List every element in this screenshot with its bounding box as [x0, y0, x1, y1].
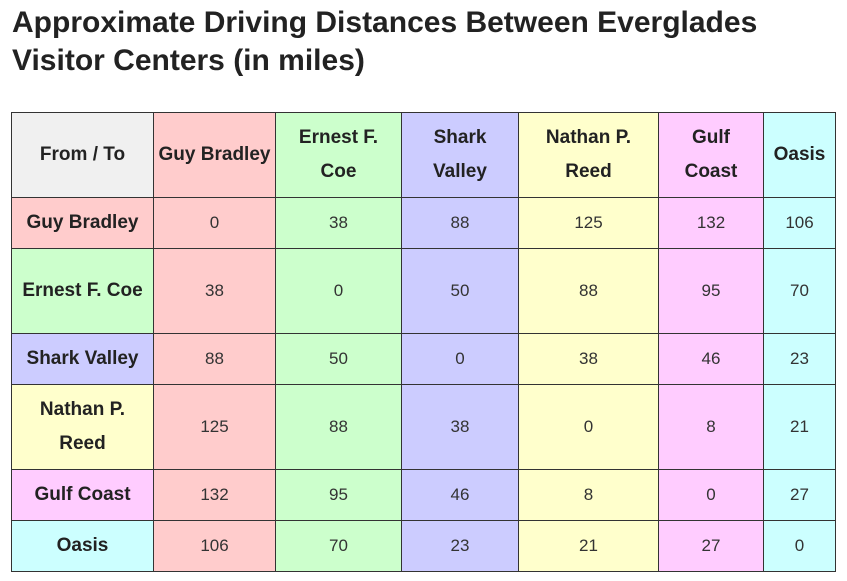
table-row: Guy Bradley 0 38 88 125 132 106 — [11, 197, 836, 249]
table-cell: 95 — [275, 469, 402, 521]
table-cell: 8 — [658, 384, 764, 470]
table-cell: 70 — [763, 248, 836, 334]
column-header: Nathan P. Reed — [518, 112, 659, 198]
distance-table: From / To Guy Bradley Ernest F. Coe Shar… — [11, 112, 836, 572]
table-cell: 0 — [275, 248, 402, 334]
table-cell: 38 — [518, 333, 659, 385]
table-cell: 106 — [763, 197, 836, 249]
column-header: Oasis — [763, 112, 836, 198]
table-cell: 95 — [658, 248, 764, 334]
table-cell: 23 — [401, 520, 519, 572]
table-cell: 38 — [275, 197, 402, 249]
table-cell: 21 — [763, 384, 836, 470]
table-cell: 23 — [763, 333, 836, 385]
table-cell: 0 — [401, 333, 519, 385]
table-cell: 38 — [401, 384, 519, 470]
row-header: Guy Bradley — [11, 197, 154, 249]
row-header: Ernest F. Coe — [11, 248, 154, 334]
table-cell: 125 — [518, 197, 659, 249]
row-header: Oasis — [11, 520, 154, 572]
table-cell: 0 — [763, 520, 836, 572]
table-cell: 50 — [275, 333, 402, 385]
table-cell: 0 — [658, 469, 764, 521]
table-cell: 70 — [275, 520, 402, 572]
table-cell: 38 — [153, 248, 276, 334]
column-header: Guy Bradley — [153, 112, 276, 198]
table-cell: 88 — [153, 333, 276, 385]
table-cell: 8 — [518, 469, 659, 521]
table-cell: 50 — [401, 248, 519, 334]
row-header: Nathan P. Reed — [11, 384, 154, 470]
row-header: Shark Valley — [11, 333, 154, 385]
table-cell: 0 — [518, 384, 659, 470]
table-cell: 132 — [658, 197, 764, 249]
table-cell: 106 — [153, 520, 276, 572]
table-cell: 125 — [153, 384, 276, 470]
table-cell: 88 — [275, 384, 402, 470]
column-header: Ernest F. Coe — [275, 112, 402, 198]
table-cell: 0 — [153, 197, 276, 249]
column-header: Gulf Coast — [658, 112, 764, 198]
table-row: Nathan P. Reed 125 88 38 0 8 21 — [11, 384, 836, 470]
table-row: Oasis 106 70 23 21 27 0 — [11, 520, 836, 572]
table-row: Shark Valley 88 50 0 38 46 23 — [11, 333, 836, 385]
table-cell: 21 — [518, 520, 659, 572]
table-cell: 132 — [153, 469, 276, 521]
table-row: Gulf Coast 132 95 46 8 0 27 — [11, 469, 836, 521]
table-cell: 27 — [763, 469, 836, 521]
table-cell: 88 — [518, 248, 659, 334]
table-cell: 46 — [658, 333, 764, 385]
corner-header: From / To — [11, 112, 154, 198]
table-cell: 46 — [401, 469, 519, 521]
row-header: Gulf Coast — [11, 469, 154, 521]
page-title: Approximate Driving Distances Between Ev… — [12, 6, 758, 77]
table-header-row: From / To Guy Bradley Ernest F. Coe Shar… — [11, 112, 836, 198]
table-cell: 88 — [401, 197, 519, 249]
table-row: Ernest F. Coe 38 0 50 88 95 70 — [11, 248, 836, 334]
column-header: Shark Valley — [401, 112, 519, 198]
table-cell: 27 — [658, 520, 764, 572]
